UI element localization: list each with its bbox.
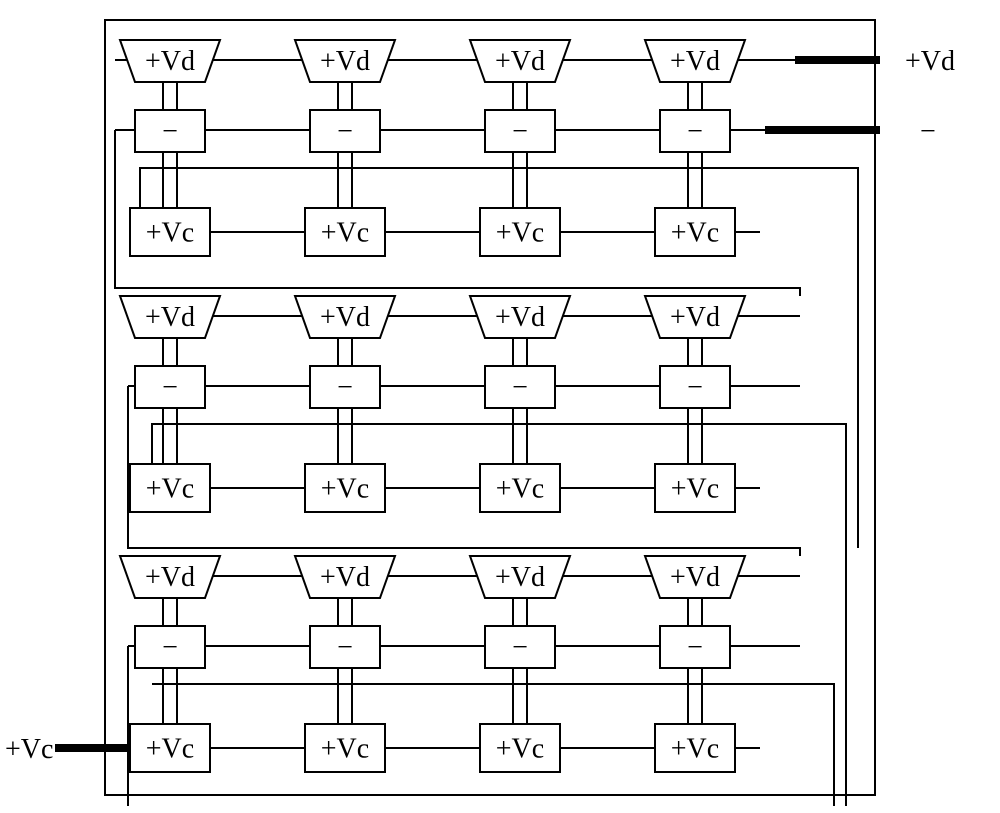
vd-label: +Vd — [145, 46, 195, 77]
vd-label: +Vd — [670, 46, 720, 77]
minus-label: − — [512, 632, 528, 663]
vd-label: +Vd — [320, 46, 370, 77]
vd-label: +Vd — [495, 302, 545, 333]
vc-label: +Vc — [321, 218, 369, 249]
minus-label: − — [337, 632, 353, 663]
minus-label: − — [162, 116, 178, 147]
vd-label: +Vd — [320, 562, 370, 593]
vc-label: +Vc — [321, 474, 369, 505]
minus-label: − — [687, 372, 703, 403]
ext-vc-label: +Vc — [5, 734, 53, 765]
vd-label: +Vd — [495, 562, 545, 593]
vd-label: +Vd — [670, 562, 720, 593]
vc-label: +Vc — [146, 734, 194, 765]
vc-label: +Vc — [146, 218, 194, 249]
vd-label: +Vd — [495, 46, 545, 77]
vd-label: +Vd — [145, 562, 195, 593]
vd-label: +Vd — [320, 302, 370, 333]
minus-label: − — [512, 116, 528, 147]
minus-label: − — [162, 632, 178, 663]
vc-label: +Vc — [496, 474, 544, 505]
minus-label: − — [337, 372, 353, 403]
minus-label: − — [162, 372, 178, 403]
vc-label: +Vc — [671, 218, 719, 249]
vc-label: +Vc — [671, 734, 719, 765]
minus-label: − — [687, 632, 703, 663]
minus-label: − — [337, 116, 353, 147]
vc-label: +Vc — [321, 734, 369, 765]
vc-label: +Vc — [671, 474, 719, 505]
ext-minus-label: − — [920, 116, 936, 147]
vd-label: +Vd — [145, 302, 195, 333]
vc-label: +Vc — [146, 474, 194, 505]
minus-label: − — [512, 372, 528, 403]
vc-label: +Vc — [496, 218, 544, 249]
minus-label: − — [687, 116, 703, 147]
vc-label: +Vc — [496, 734, 544, 765]
vd-label: +Vd — [670, 302, 720, 333]
ext-vd-label: +Vd — [905, 46, 955, 77]
